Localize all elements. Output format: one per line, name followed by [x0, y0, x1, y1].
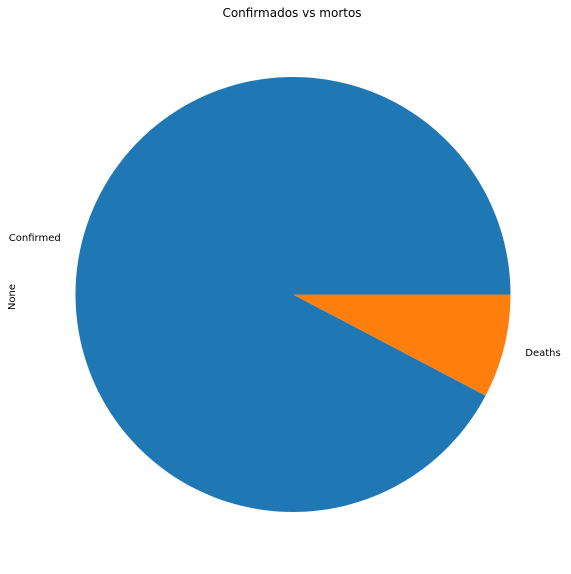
pie-label-confirmed: Confirmed [9, 233, 61, 244]
chart-title: Confirmados vs mortos [222, 6, 361, 20]
y-axis-label: None [7, 284, 18, 310]
pie-slice-confirmed [75, 77, 510, 512]
pie-label-deaths: Deaths [525, 348, 560, 359]
pie-slices [75, 77, 510, 512]
